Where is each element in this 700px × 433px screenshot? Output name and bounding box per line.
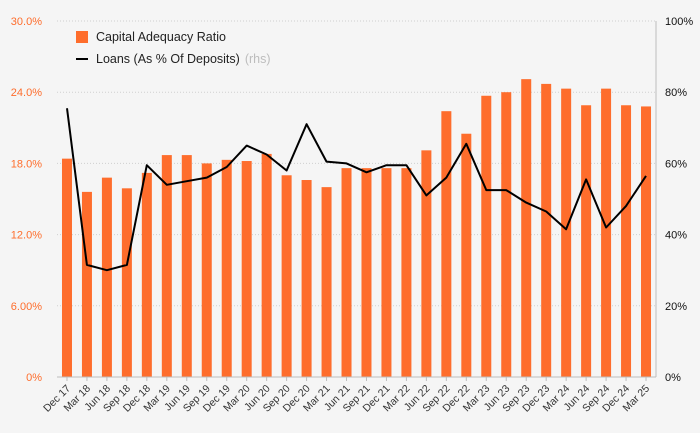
bar [61, 158, 72, 377]
loans-line [66, 108, 647, 272]
left-axis-tick-label: 6.00% [11, 301, 42, 313]
bar [241, 161, 252, 377]
left-axis-tick-label: 18.0% [11, 158, 42, 170]
left-axis-tick-label: 24.0% [11, 87, 42, 99]
bar [461, 133, 472, 377]
bar [281, 175, 292, 377]
legend-line-label: Loans (As % Of Deposits) [96, 52, 240, 66]
legend-item-bar[interactable]: Capital Adequacy Ratio [76, 26, 271, 48]
right-axis-tick-label: 100% [665, 16, 693, 28]
bar [441, 111, 452, 377]
bar [161, 155, 172, 377]
bar [601, 88, 612, 377]
bar [301, 180, 312, 377]
legend-rhs-note: (rhs) [244, 52, 271, 66]
left-axis-tick-label: 12.0% [11, 230, 42, 242]
bar [81, 191, 92, 377]
bar [541, 83, 552, 377]
line-swatch-icon [76, 58, 88, 60]
bar [481, 95, 492, 377]
right-axis-tick-label: 40% [665, 230, 687, 242]
line-layer [66, 108, 647, 272]
right-axis-tick-label: 80% [665, 87, 687, 99]
right-axis-tick-label: 20% [665, 301, 687, 313]
bar [421, 150, 432, 377]
legend: Capital Adequacy Ratio Loans (As % Of De… [76, 26, 271, 70]
bar [221, 159, 232, 377]
bar [521, 79, 532, 377]
bar [381, 168, 392, 377]
bar-swatch-icon [76, 31, 88, 43]
left-axis-tick-label: 30.0% [11, 16, 42, 28]
bar [581, 105, 592, 378]
bar [561, 88, 572, 377]
bar [641, 106, 652, 377]
bar-layer [61, 79, 652, 378]
bar [261, 153, 272, 377]
bar [621, 105, 632, 378]
bar [501, 92, 512, 377]
bar [201, 163, 212, 377]
bar [141, 172, 152, 377]
bar [361, 168, 372, 377]
right-axis-tick-label: 0% [665, 372, 681, 384]
left-axis-tick-label: 0% [26, 372, 42, 384]
right-axis-tick-label: 60% [665, 158, 687, 170]
bar [121, 188, 132, 377]
grid-layer [57, 20, 656, 307]
bar [321, 187, 332, 377]
bar [101, 177, 112, 377]
legend-item-line[interactable]: Loans (As % Of Deposits) (rhs) [76, 48, 271, 70]
bar [341, 168, 352, 377]
bar [181, 155, 192, 377]
bar [401, 168, 412, 377]
legend-bar-label: Capital Adequacy Ratio [96, 30, 226, 44]
